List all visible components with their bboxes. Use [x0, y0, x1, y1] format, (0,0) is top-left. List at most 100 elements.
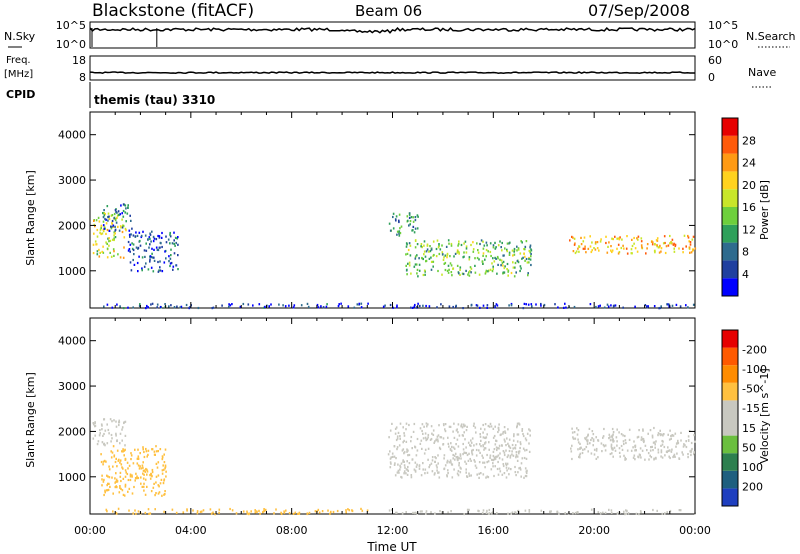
data-point [118, 421, 120, 424]
data-point [414, 246, 417, 249]
data-point [419, 427, 422, 430]
data-point [432, 429, 435, 432]
data-point [422, 432, 424, 435]
data-point [111, 219, 114, 223]
data-point [492, 459, 494, 462]
data-point [457, 431, 459, 434]
data-point [498, 429, 500, 432]
data-point [476, 473, 478, 476]
data-point [164, 493, 166, 496]
data-point [100, 232, 102, 236]
data-point [124, 444, 126, 447]
data-point [382, 305, 385, 308]
data-point [578, 454, 581, 457]
data-point [571, 431, 574, 434]
data-point [459, 273, 461, 276]
data-point [106, 510, 108, 513]
nave-tick-top: 60 [708, 54, 722, 67]
data-point [108, 244, 110, 247]
data-point [655, 456, 657, 459]
data-point [131, 242, 133, 245]
data-point [497, 263, 499, 266]
data-point [494, 425, 496, 428]
data-point [214, 513, 216, 516]
data-point [169, 257, 172, 260]
data-point [440, 303, 442, 306]
data-point [649, 454, 651, 457]
data-point [512, 454, 515, 457]
data-point [589, 442, 591, 445]
data-point [398, 444, 401, 447]
data-point [512, 266, 515, 269]
data-point [487, 476, 490, 479]
data-point [442, 423, 445, 426]
data-point [103, 305, 105, 308]
data-point [453, 422, 455, 425]
data-point [482, 431, 484, 434]
data-point [599, 512, 602, 515]
data-point [164, 490, 166, 493]
data-point [423, 244, 425, 247]
data-point [610, 245, 612, 248]
data-point [433, 441, 435, 444]
data-point [124, 227, 127, 230]
data-point [624, 513, 626, 516]
data-point [503, 271, 506, 274]
data-point [504, 431, 507, 434]
data-point [292, 306, 295, 309]
data-point [441, 251, 444, 254]
data-point [283, 510, 285, 513]
colorbar-swatch [722, 207, 738, 225]
data-point [640, 237, 643, 240]
colorbar-swatch [722, 347, 738, 366]
data-point [525, 471, 528, 475]
data-point [160, 236, 163, 239]
data-point [631, 238, 633, 241]
data-point [144, 478, 147, 481]
data-point [590, 250, 593, 254]
colorbar-swatch [722, 453, 738, 471]
data-point [470, 243, 472, 247]
data-point [360, 306, 363, 309]
data-point [657, 434, 659, 437]
data-point [484, 423, 487, 426]
data-point [250, 510, 252, 513]
data-point [505, 462, 507, 465]
data-point [437, 462, 439, 465]
data-point [161, 270, 164, 273]
data-point [145, 307, 147, 310]
data-point [650, 446, 652, 449]
data-point [593, 247, 595, 250]
data-point [231, 509, 234, 512]
data-point [396, 306, 398, 309]
data-point [129, 214, 131, 217]
data-point [523, 252, 525, 255]
data-point [436, 469, 438, 472]
data-point [652, 508, 654, 512]
data-point [121, 226, 124, 229]
data-point [401, 512, 404, 515]
data-point [424, 448, 427, 451]
data-point [442, 258, 445, 261]
data-point [636, 436, 639, 439]
data-point [345, 511, 347, 514]
data-point [528, 442, 530, 445]
data-point [405, 242, 408, 245]
colorbar-swatch [722, 242, 738, 261]
data-point [139, 239, 141, 243]
colorbar-tick-label: 200 [742, 480, 763, 493]
colorbar-tick-label: 16 [742, 201, 756, 214]
data-point [124, 475, 127, 478]
data-point [460, 243, 463, 247]
data-point [188, 306, 191, 309]
colorbar-swatch [722, 278, 738, 296]
data-point [321, 510, 324, 513]
data-point [177, 236, 179, 239]
data-point [103, 493, 105, 497]
data-point [416, 449, 419, 452]
data-point [396, 446, 399, 449]
data-point [478, 449, 480, 452]
data-point [94, 240, 97, 243]
date-title: 07/Sep/2008 [588, 1, 690, 20]
data-point [588, 427, 591, 430]
